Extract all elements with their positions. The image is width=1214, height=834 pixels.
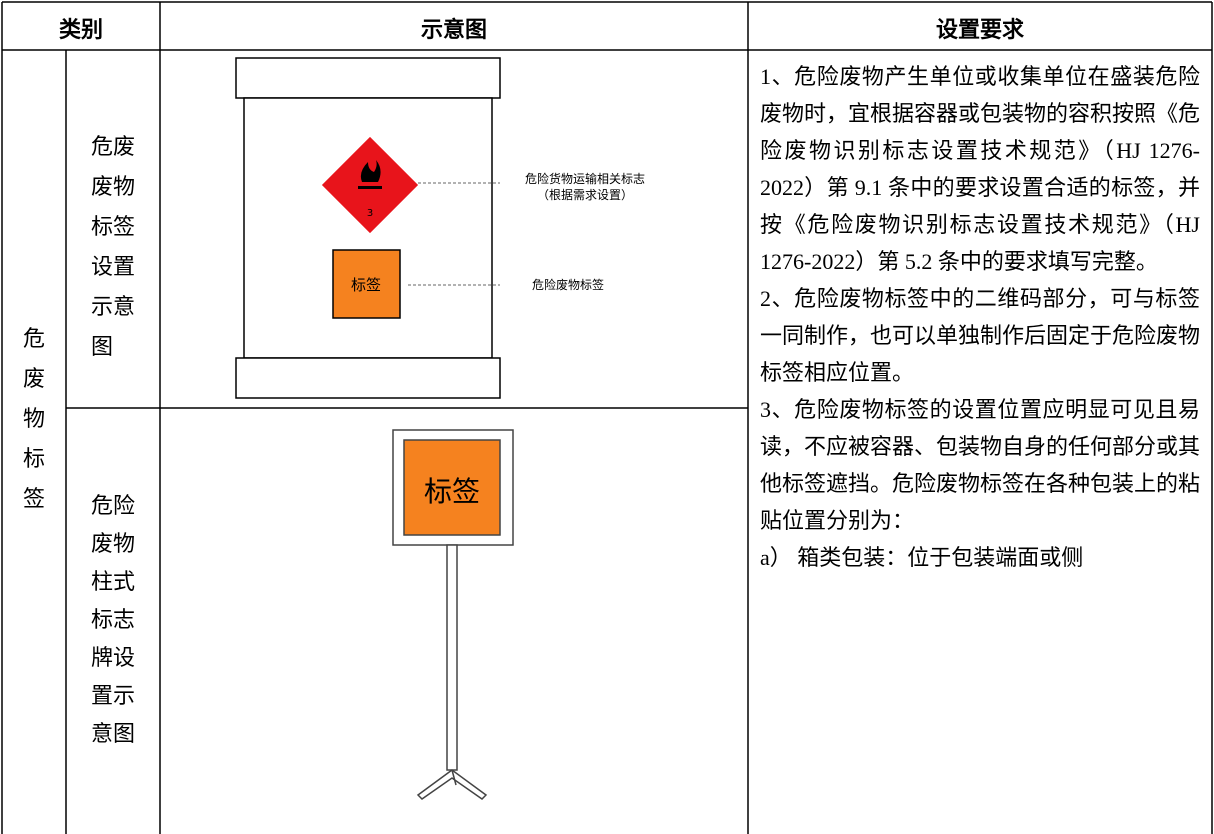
callout: 危险货物运输相关标志 — [525, 171, 645, 186]
row-label: 危废废物标签设置示意图 — [91, 135, 136, 360]
header: 类别 — [58, 18, 103, 43]
callout: 危险废物标签 — [532, 277, 604, 292]
paragraph: 1、危险废物产生单位或收集单位在盛装危险废物时，宜根据容器或包装物的容积按照《危… — [760, 64, 1201, 274]
tag: 标签 — [424, 475, 480, 508]
post-diagram — [392, 429, 514, 800]
paragraph: a） 箱类包装：位于包装端面或侧 — [760, 545, 1084, 570]
group-label: 危废物标签 — [23, 327, 46, 512]
container-diagram — [235, 57, 501, 399]
paragraph: 2、危险废物标签中的二维码部分，可与标签一同制作，也可以单独制作后固定于危险废物… — [760, 286, 1201, 385]
requirements: 1、危险废物产生单位或收集单位在盛装危险废物时，宜根据容器或包装物的容积按照《危… — [760, 58, 1200, 576]
mark-number: 3 — [367, 208, 373, 219]
header: 设置要求 — [935, 18, 1024, 43]
header: 示意图 — [420, 18, 487, 43]
paragraph: 3、危险废物标签的设置位置应明显可见且易读，不应被容器、包装物自身的任何部分或其… — [760, 397, 1201, 533]
tag: 标签 — [351, 276, 381, 294]
row-label: 危险废物柱式标志牌设置示意图 — [91, 494, 136, 747]
callout: （根据需求设置） — [537, 188, 633, 202]
